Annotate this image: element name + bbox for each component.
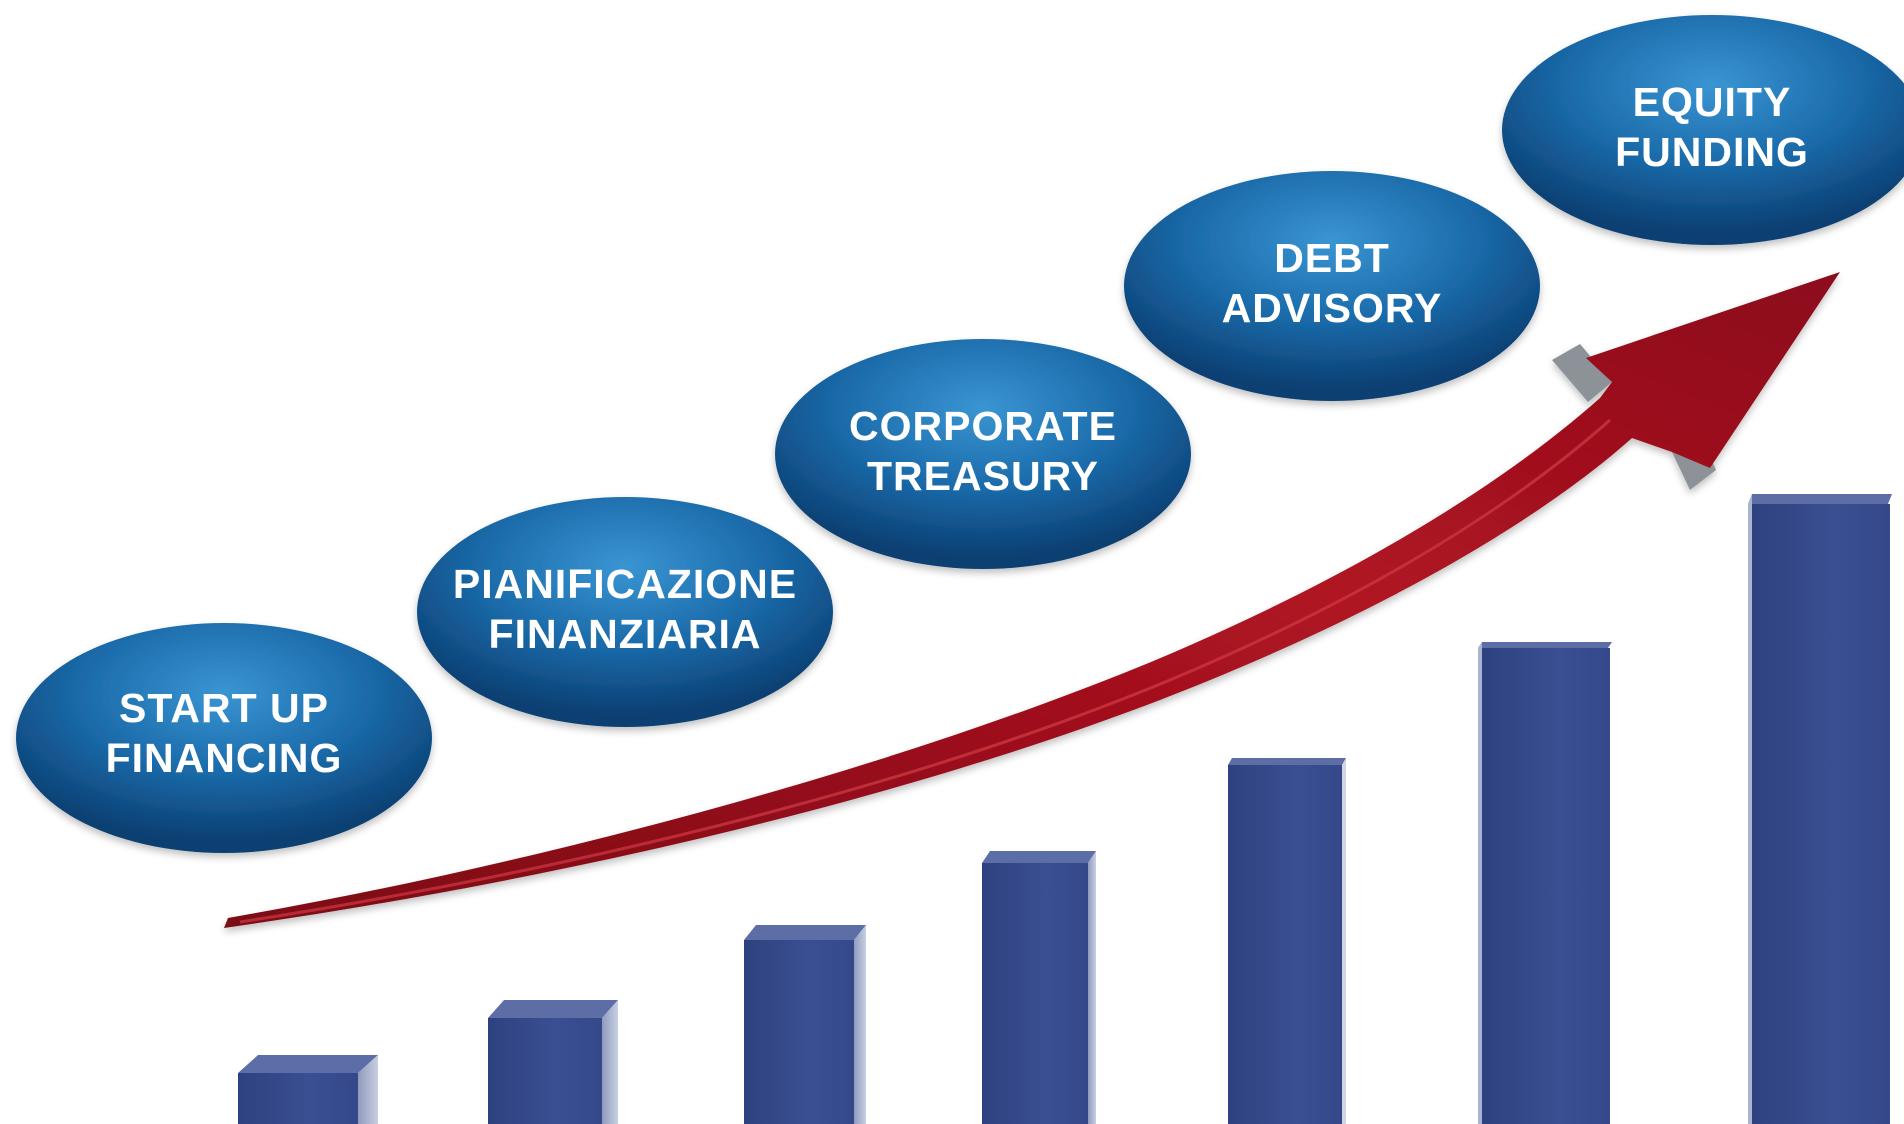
bubble-pianificazione-finanziaria: PIANIFICAZIONE FINANZIARIA xyxy=(417,497,833,727)
bar-1 xyxy=(238,1055,378,1124)
bar-3 xyxy=(744,925,866,1124)
bubble-debt-advisory: DEBT ADVISORY xyxy=(1124,171,1540,401)
arrow-highlight xyxy=(239,418,1611,924)
bubble-1-line2: FINANCING xyxy=(106,735,343,781)
bar-2 xyxy=(488,1000,618,1124)
bubble-5-line2: FUNDING xyxy=(1615,129,1809,175)
bar-6 xyxy=(1478,642,1612,1124)
bubble-3-line2: TREASURY xyxy=(867,453,1099,499)
bar-4 xyxy=(982,851,1096,1124)
bubble-start-up-financing: START UP FINANCING xyxy=(16,623,432,853)
bubble-4-line2: ADVISORY xyxy=(1222,285,1443,331)
bubble-2-line1: PIANIFICAZIONE xyxy=(453,561,797,607)
bubble-2-line2: FINANZIARIA xyxy=(489,611,762,657)
growth-arrow xyxy=(224,272,1840,928)
bubble-corporate-treasury: CORPORATE TREASURY xyxy=(775,339,1191,569)
arrow-bevel-top xyxy=(1552,344,1612,402)
bar-7 xyxy=(1748,494,1892,1124)
bar-group xyxy=(238,494,1892,1124)
bubble-equity-funding: EQUITY FUNDING xyxy=(1502,15,1904,245)
arrow-body xyxy=(224,272,1840,928)
bubble-5-line1: EQUITY xyxy=(1633,79,1792,125)
step-bubbles: START UP FINANCING PIANIFICAZIONE FINANZ… xyxy=(16,15,1904,853)
bar-5 xyxy=(1228,758,1346,1124)
bubble-1-line1: START UP xyxy=(119,685,329,731)
bubble-3-line1: CORPORATE xyxy=(849,403,1117,449)
bubble-4-line1: DEBT xyxy=(1274,235,1390,281)
